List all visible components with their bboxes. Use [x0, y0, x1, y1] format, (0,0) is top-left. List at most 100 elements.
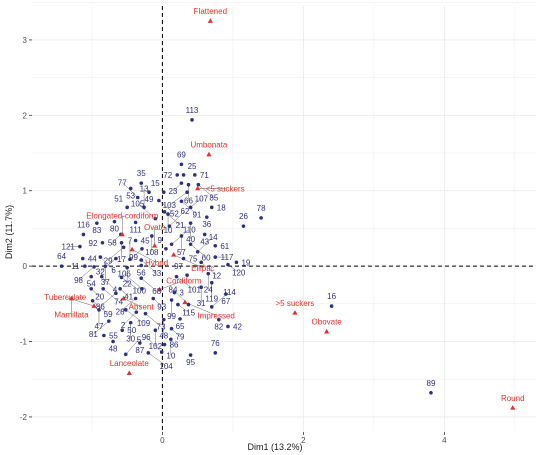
- individual-point: [162, 210, 167, 214]
- individual-label: 10: [164, 226, 173, 235]
- individual-point: [133, 220, 138, 225]
- individual-label: 40: [186, 235, 195, 244]
- label-segment: [125, 309, 144, 324]
- x-tick-label: 0: [160, 436, 165, 445]
- x-tick-label: 2: [301, 436, 306, 445]
- variable-label: Flattened: [194, 7, 227, 16]
- label-segment: [201, 262, 217, 276]
- individual-label: 105: [131, 200, 145, 209]
- variable-triangle: [68, 295, 75, 301]
- variable-triangle: [126, 370, 132, 375]
- individual-point: [199, 260, 203, 265]
- individual-label: 115: [182, 309, 195, 318]
- label-segment: [227, 264, 239, 273]
- individual-point: [188, 205, 193, 210]
- variable-label: Hybrid: [145, 259, 168, 268]
- individual-point: [103, 264, 108, 268]
- label-segment: [169, 192, 188, 206]
- individual-point: [188, 353, 193, 357]
- label-segment: [176, 276, 195, 290]
- label-segment: [78, 266, 95, 281]
- individual-point: [153, 328, 158, 333]
- label-segment: [119, 298, 136, 312]
- label-segment: [146, 336, 162, 353]
- individual-point: [140, 246, 144, 251]
- individual-label: 98: [74, 276, 83, 285]
- individual-point: [195, 249, 200, 254]
- label-segment: [100, 258, 117, 272]
- individual-point: [181, 173, 186, 177]
- individual-point: [146, 351, 151, 355]
- label-segment: [122, 311, 137, 326]
- individual-point: [174, 274, 179, 279]
- y-tick-label: 2: [23, 111, 28, 120]
- individual-point: [133, 296, 138, 301]
- individual-point: [185, 190, 189, 195]
- individual-label: 73: [157, 323, 166, 332]
- individual-point: [162, 317, 166, 322]
- individual-label: 51: [114, 194, 123, 203]
- individual-label: 81: [89, 330, 98, 339]
- individual-point: [111, 339, 115, 344]
- x-tick-label: 4: [442, 436, 447, 445]
- individual-label: 86: [170, 341, 179, 350]
- label-segment: [158, 200, 175, 214]
- individual-label: 4: [113, 286, 118, 295]
- individual-point: [89, 274, 94, 279]
- individual-label: 116: [77, 220, 90, 229]
- individual-label: 6: [111, 266, 116, 275]
- label-segment: [137, 203, 156, 219]
- individual-point: [89, 286, 94, 291]
- individual-point: [139, 181, 144, 185]
- individual-point: [119, 240, 124, 245]
- variable-triangle: [121, 295, 127, 301]
- individual-label: 53: [126, 191, 135, 200]
- individual-point: [123, 308, 128, 312]
- individual-point: [216, 317, 221, 322]
- point-labels: Flattened Umbonata <5 suckers Elongated-cor…: [44, 7, 524, 403]
- label-segment: [197, 236, 214, 252]
- individual-point: [429, 390, 433, 395]
- individual-label: 28: [116, 308, 125, 317]
- label-segment: [123, 298, 142, 307]
- individual-label: 86: [96, 302, 105, 311]
- label-segment: [92, 300, 109, 314]
- individual-point: [179, 234, 184, 238]
- individual-label: 114: [223, 288, 236, 297]
- label-segment: [108, 247, 124, 261]
- individual-point: [139, 258, 144, 262]
- individual-point: [234, 260, 239, 265]
- label-segment: [121, 277, 140, 291]
- individual-label: 50: [127, 326, 136, 335]
- label-segment: [173, 254, 203, 268]
- label-segment: [101, 276, 116, 290]
- individual-label: 104: [159, 362, 173, 371]
- label-segment: [171, 328, 181, 337]
- individual-point: [100, 240, 105, 245]
- individual-label: 52: [170, 210, 179, 219]
- individual-point: [92, 265, 96, 269]
- individual-point: [196, 182, 201, 187]
- individual-label: 12: [212, 271, 221, 280]
- individual-point: [193, 173, 197, 177]
- individual-label: 76: [211, 339, 220, 348]
- individual-point: [139, 263, 144, 268]
- individual-point: [151, 296, 156, 301]
- individual-point: [169, 326, 174, 331]
- individual-point: [142, 205, 146, 210]
- individual-label: 103: [163, 201, 177, 210]
- individual-label: 55: [109, 331, 118, 340]
- individual-label: 62: [181, 207, 190, 216]
- individual-label: 31: [197, 299, 206, 308]
- label-segment: [169, 211, 186, 227]
- individual-point: [140, 286, 144, 291]
- individual-label: 67: [221, 297, 230, 306]
- label-segment: [177, 304, 189, 313]
- variable-label: Mamillata: [54, 311, 89, 320]
- individual-label: 19: [241, 258, 250, 267]
- individual-point: [101, 286, 105, 291]
- variable-label: Ovate: [144, 223, 166, 232]
- individual-point: [167, 224, 172, 228]
- individual-label: 119: [205, 295, 218, 304]
